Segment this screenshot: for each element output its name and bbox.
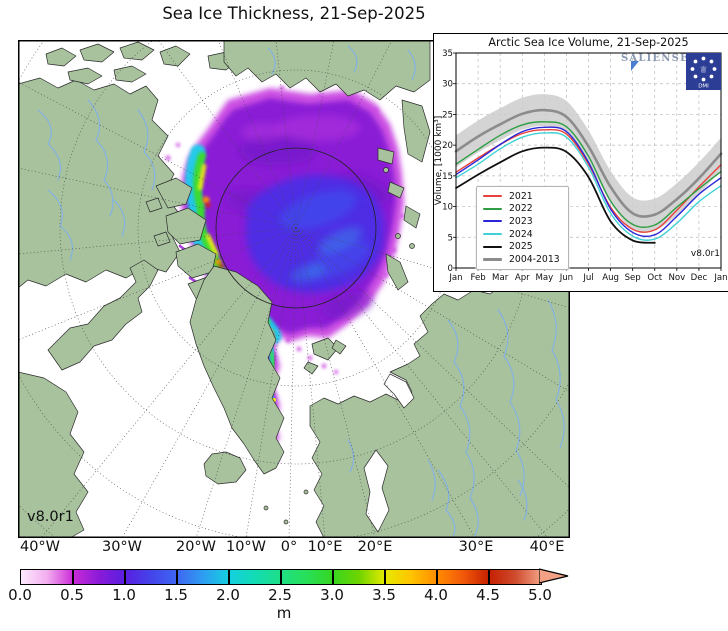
legend-swatch	[483, 220, 502, 223]
svg-text:DMI: DMI	[698, 84, 709, 90]
dmi-logo: ♕ DMI	[686, 53, 721, 90]
colorbar-tick-label: 4.5	[476, 586, 500, 604]
chart-tick-label: 5	[448, 233, 453, 243]
chart-tick-label: 0	[448, 264, 453, 274]
chart-tick-label: 10	[442, 203, 453, 213]
lon-tick-label: 20°W	[175, 539, 217, 555]
colorbar-tick	[280, 570, 282, 584]
legend-entry: 2004-2013	[483, 253, 560, 266]
chart-legend: 2021 2022 2023 2024 2025 2004-2013	[476, 186, 569, 270]
map-version-label: v8.0r1	[27, 509, 74, 525]
chart-tick-label: Feb	[470, 273, 485, 283]
chart-tick-label: Mar	[492, 273, 509, 283]
chart-tick-label: 35	[442, 49, 453, 59]
chart-tick-label: 25	[442, 110, 453, 120]
colorbar-tick	[124, 570, 126, 584]
chart-tick-label: Nov	[668, 273, 685, 283]
colorbar-unit-label: m	[276, 604, 292, 622]
legend-label: 2004-2013	[509, 253, 560, 265]
salienseas-logo: SALIENSEAS	[621, 53, 707, 64]
chart-tick-label: 20	[442, 141, 453, 151]
colorbar-tick-label: 2.5	[268, 586, 292, 604]
chart-tick-label: Jan	[713, 273, 727, 283]
lon-tick-label: 0°	[280, 539, 298, 555]
longitude-axis: 40°W 30°W 20°W 10°W 0° 10°E 20°E 30°E 40°E	[18, 539, 570, 559]
legend-swatch	[483, 233, 502, 236]
chart-tick-label: Aug	[602, 273, 619, 283]
colorbar-tick-label: 4.0	[424, 586, 448, 604]
colorbar-tick-label: 3.5	[372, 586, 396, 604]
lon-tick-label: 40°E	[529, 539, 565, 555]
colorbar-tick	[488, 570, 490, 584]
dmi-crown-icon: ♕ DMI	[690, 56, 717, 90]
inset-version-label: v8.0r1	[690, 249, 720, 259]
thickness-colorbar	[20, 569, 542, 585]
legend-entry: 2021	[483, 190, 560, 203]
colorbar-arrow	[539, 568, 569, 584]
svg-text:♕: ♕	[699, 66, 707, 76]
colorbar-tick	[176, 570, 178, 584]
land-layer	[18, 40, 570, 538]
colorbar-tick-label: 2.0	[216, 586, 240, 604]
colorbar-tick-label: 0.0	[8, 586, 32, 604]
chart-tick-label: May	[535, 273, 553, 283]
ice-layer	[162, 85, 405, 462]
colorbar-tick	[332, 570, 334, 584]
chart-tick-label: Apr	[515, 273, 530, 283]
inset-chart-title: Arctic Sea Ice Volume, 21-Sep-2025	[488, 36, 689, 49]
lon-tick-label: 30°E	[458, 539, 494, 555]
legend-entry: 2023	[483, 215, 560, 228]
legend-label: 2025	[509, 241, 533, 253]
legend-swatch	[483, 207, 502, 210]
sail-icon	[631, 61, 639, 71]
legend-swatch	[483, 257, 502, 261]
legend-entry: 2024	[483, 228, 560, 241]
legend-entry: 2022	[483, 203, 560, 216]
chart-tick-label: Oct	[647, 273, 662, 283]
colorbar-tick-labels: 0.0 0.5 1.0 1.5 2.0 2.5 3.0 3.5 4.0 4.5 5.0	[8, 586, 580, 604]
colorbar-tick-label: 1.5	[164, 586, 188, 604]
chart-tick-label: Sep	[625, 273, 641, 283]
colorbar-tick-label: 1.0	[112, 586, 136, 604]
legend-label: 2024	[509, 228, 533, 240]
colorbar-tick	[228, 570, 230, 584]
chart-tick-label: Jun	[559, 273, 573, 283]
chart-tick-label: Volume, [1000 km³]	[434, 116, 444, 206]
colorbar-tick	[72, 570, 74, 584]
chart-tick-label: Jan	[448, 273, 462, 283]
lon-tick-label: 10°W	[225, 539, 267, 555]
legend-swatch	[483, 245, 502, 248]
legend-label: 2021	[509, 190, 533, 202]
colorbar-tick-label: 5.0	[528, 586, 552, 604]
chart-tick-label: 15	[442, 172, 453, 182]
lon-tick-label: 40°W	[19, 539, 61, 555]
colorbar-tick-label: 0.5	[60, 586, 84, 604]
chart-tick-label: Dec	[691, 273, 708, 283]
colorbar-tick	[436, 570, 438, 584]
lon-tick-label: 20°E	[357, 539, 393, 555]
page-title: Sea Ice Thickness, 21-Sep-2025	[162, 4, 426, 23]
volume-chart-inset: 0 5 10 15 20 25 30 35 Jan Feb Mar Apr May Jun Jul Aug Se…	[433, 33, 728, 292]
chart-tick-label: 30	[442, 80, 453, 90]
legend-entry: 2025	[483, 240, 560, 253]
legend-label: 2023	[509, 215, 533, 227]
legend-swatch	[483, 195, 502, 198]
lon-tick-label: 30°W	[101, 539, 143, 555]
colorbar-tick-label: 3.0	[320, 586, 344, 604]
colorbar-tick	[384, 570, 386, 584]
legend-label: 2022	[509, 203, 533, 215]
lon-tick-label: 10°E	[307, 539, 343, 555]
chart-tick-label: Jul	[582, 273, 593, 283]
